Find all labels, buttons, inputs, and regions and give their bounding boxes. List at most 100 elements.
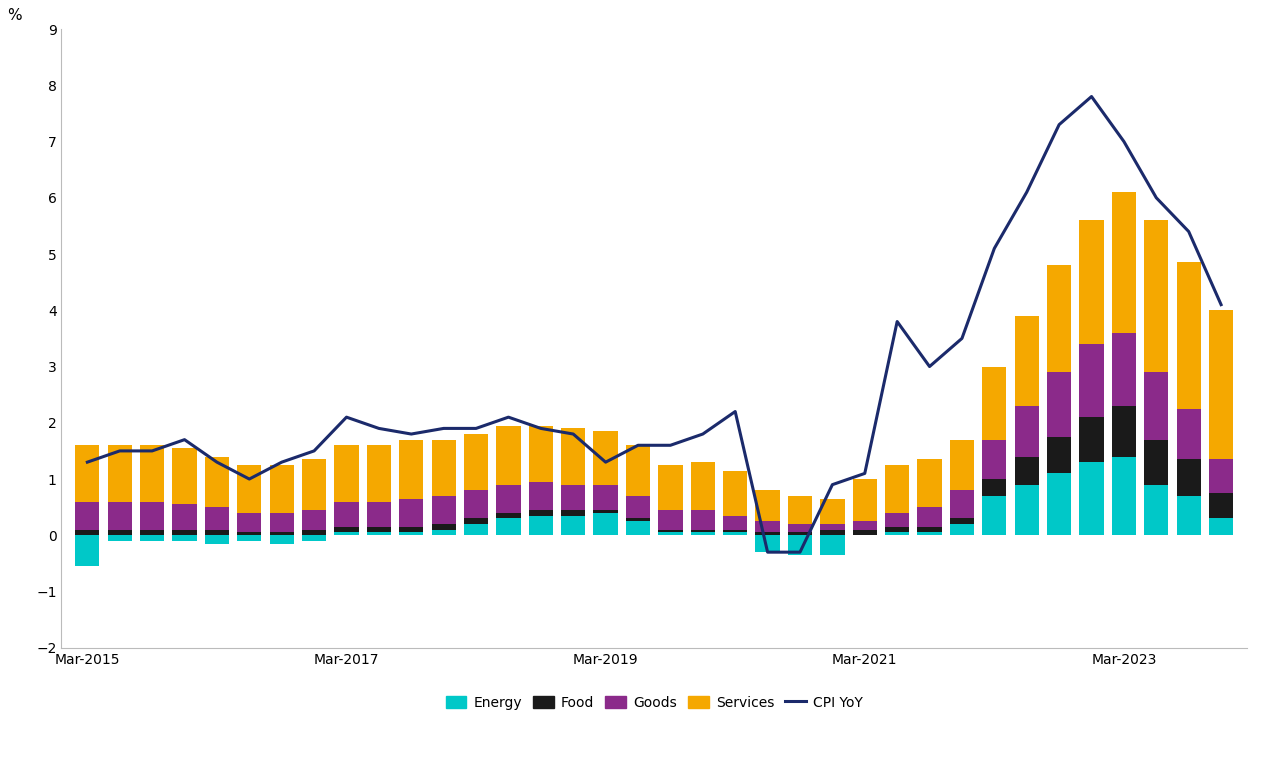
- Bar: [302, 460, 327, 510]
- Bar: [173, 448, 197, 504]
- Bar: [787, 536, 813, 555]
- Bar: [1145, 372, 1169, 440]
- Bar: [1015, 406, 1039, 456]
- Bar: [432, 496, 456, 524]
- Bar: [334, 527, 358, 532]
- Bar: [1145, 485, 1169, 536]
- Bar: [334, 532, 358, 536]
- Bar: [529, 482, 553, 510]
- Bar: [562, 515, 586, 536]
- Bar: [950, 524, 974, 536]
- Bar: [562, 485, 586, 510]
- Bar: [756, 490, 780, 521]
- Bar: [496, 518, 521, 536]
- Bar: [399, 440, 424, 499]
- Bar: [1112, 406, 1136, 456]
- Bar: [982, 366, 1007, 440]
- Bar: [1015, 316, 1039, 406]
- Bar: [1079, 417, 1104, 462]
- Bar: [432, 524, 456, 529]
- Legend: Energy, Food, Goods, Services, CPI YoY: Energy, Food, Goods, Services, CPI YoY: [440, 690, 868, 715]
- Bar: [107, 446, 133, 502]
- Bar: [1145, 220, 1169, 372]
- Bar: [659, 510, 683, 529]
- Bar: [1047, 474, 1071, 536]
- Bar: [76, 529, 100, 536]
- Bar: [432, 529, 456, 536]
- Bar: [756, 536, 780, 552]
- Bar: [1112, 192, 1136, 333]
- Bar: [756, 521, 780, 532]
- Bar: [302, 529, 327, 536]
- Bar: [1079, 462, 1104, 536]
- Bar: [107, 529, 133, 536]
- Bar: [1015, 456, 1039, 485]
- Bar: [787, 496, 813, 524]
- Bar: [917, 527, 941, 532]
- Bar: [1176, 460, 1201, 496]
- Bar: [464, 490, 488, 518]
- Bar: [723, 529, 747, 532]
- Bar: [464, 524, 488, 536]
- Bar: [399, 499, 424, 527]
- Bar: [237, 532, 261, 536]
- Bar: [173, 504, 197, 529]
- Bar: [820, 536, 844, 555]
- Bar: [853, 521, 877, 529]
- Bar: [334, 446, 358, 502]
- Bar: [1079, 344, 1104, 417]
- Bar: [1015, 485, 1039, 536]
- Bar: [787, 524, 813, 532]
- Bar: [140, 502, 164, 529]
- Bar: [659, 529, 683, 532]
- Bar: [432, 440, 456, 496]
- Bar: [690, 510, 716, 529]
- Bar: [885, 513, 910, 527]
- Bar: [270, 536, 294, 543]
- Bar: [237, 465, 261, 513]
- Bar: [885, 527, 910, 532]
- Bar: [529, 515, 553, 536]
- Y-axis label: %: %: [6, 8, 21, 23]
- Bar: [690, 532, 716, 536]
- Bar: [982, 496, 1007, 536]
- Bar: [1176, 262, 1201, 409]
- Bar: [464, 434, 488, 490]
- Bar: [76, 536, 100, 566]
- Bar: [723, 515, 747, 529]
- Bar: [690, 529, 716, 532]
- Bar: [562, 428, 586, 485]
- Bar: [270, 465, 294, 513]
- Bar: [140, 536, 164, 541]
- Bar: [1209, 310, 1233, 460]
- Bar: [334, 502, 358, 527]
- Bar: [917, 532, 941, 536]
- Bar: [1209, 460, 1233, 493]
- Bar: [1112, 333, 1136, 406]
- Bar: [950, 440, 974, 490]
- Bar: [1047, 265, 1071, 372]
- Bar: [885, 532, 910, 536]
- Bar: [270, 513, 294, 532]
- Bar: [464, 518, 488, 524]
- Bar: [659, 532, 683, 536]
- Bar: [659, 465, 683, 510]
- Bar: [399, 532, 424, 536]
- Bar: [529, 426, 553, 482]
- Bar: [399, 527, 424, 532]
- Bar: [593, 485, 618, 510]
- Bar: [1112, 456, 1136, 536]
- Bar: [496, 513, 521, 518]
- Bar: [204, 529, 230, 536]
- Bar: [270, 532, 294, 536]
- Bar: [367, 527, 391, 532]
- Bar: [204, 536, 230, 543]
- Bar: [1209, 518, 1233, 536]
- Bar: [820, 499, 844, 524]
- Bar: [853, 479, 877, 521]
- Bar: [140, 446, 164, 502]
- Bar: [820, 524, 844, 529]
- Bar: [723, 532, 747, 536]
- Bar: [885, 465, 910, 513]
- Bar: [367, 532, 391, 536]
